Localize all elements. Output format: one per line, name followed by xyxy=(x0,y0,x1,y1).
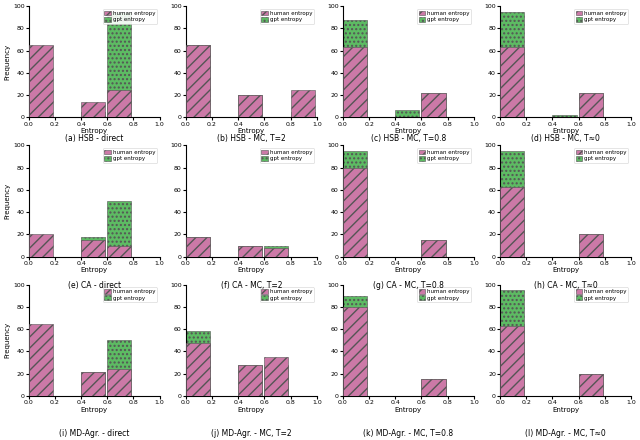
Bar xyxy=(108,246,131,257)
Bar xyxy=(186,237,210,257)
Text: (f) CA - MC, T=2: (f) CA - MC, T=2 xyxy=(221,281,282,290)
Bar xyxy=(422,240,445,257)
Bar xyxy=(264,248,289,257)
X-axis label: Entropy: Entropy xyxy=(81,128,108,134)
X-axis label: Entropy: Entropy xyxy=(81,267,108,273)
Bar xyxy=(264,365,289,396)
Bar xyxy=(108,369,131,396)
Bar xyxy=(238,95,262,117)
X-axis label: Entropy: Entropy xyxy=(237,128,265,134)
Bar xyxy=(579,235,603,257)
Legend: human entropy, gpt entropy: human entropy, gpt entropy xyxy=(417,148,471,163)
X-axis label: Entropy: Entropy xyxy=(81,407,108,413)
Legend: human entropy, gpt entropy: human entropy, gpt entropy xyxy=(417,9,471,24)
Bar xyxy=(81,240,105,257)
Legend: human entropy, gpt entropy: human entropy, gpt entropy xyxy=(417,287,471,302)
Bar xyxy=(422,379,445,396)
Y-axis label: Frequency: Frequency xyxy=(4,183,10,219)
Bar xyxy=(186,331,210,396)
Bar xyxy=(422,93,445,117)
Bar xyxy=(29,235,53,257)
Bar xyxy=(500,326,524,396)
Text: (j) MD-Agr. - MC, T=2: (j) MD-Agr. - MC, T=2 xyxy=(211,429,292,438)
Bar xyxy=(579,93,603,117)
Bar xyxy=(238,246,262,257)
Legend: human entropy, gpt entropy: human entropy, gpt entropy xyxy=(102,9,157,24)
Bar xyxy=(396,110,419,117)
Legend: human entropy, gpt entropy: human entropy, gpt entropy xyxy=(102,148,157,163)
Bar xyxy=(186,343,210,396)
X-axis label: Entropy: Entropy xyxy=(237,407,265,413)
Bar xyxy=(291,112,315,117)
Bar xyxy=(186,237,210,257)
Bar xyxy=(579,374,603,396)
Bar xyxy=(186,45,210,117)
Bar xyxy=(291,90,315,117)
Bar xyxy=(343,168,367,257)
X-axis label: Entropy: Entropy xyxy=(552,128,579,134)
Bar xyxy=(81,102,105,117)
Bar xyxy=(343,151,367,257)
Bar xyxy=(238,365,262,396)
Bar xyxy=(81,237,105,257)
Bar xyxy=(422,379,445,396)
Bar xyxy=(238,95,262,117)
Legend: human entropy, gpt entropy: human entropy, gpt entropy xyxy=(574,287,628,302)
Legend: human entropy, gpt entropy: human entropy, gpt entropy xyxy=(260,287,314,302)
X-axis label: Entropy: Entropy xyxy=(395,407,422,413)
Bar xyxy=(108,12,131,117)
Text: (h) CA - MC, T≈0: (h) CA - MC, T≈0 xyxy=(534,281,597,290)
Bar xyxy=(422,93,445,117)
Bar xyxy=(500,151,524,257)
Y-axis label: Frequency: Frequency xyxy=(4,322,10,359)
Text: (c) HSB - MC, T=0.8: (c) HSB - MC, T=0.8 xyxy=(371,134,446,143)
Bar xyxy=(81,112,105,117)
Text: (e) CA - direct: (e) CA - direct xyxy=(68,281,121,290)
Bar xyxy=(579,374,603,396)
Legend: human entropy, gpt entropy: human entropy, gpt entropy xyxy=(102,287,157,302)
Text: (a) HSB - direct: (a) HSB - direct xyxy=(65,134,124,143)
Text: (d) HSB - MC, T≈0: (d) HSB - MC, T≈0 xyxy=(531,134,600,143)
Legend: human entropy, gpt entropy: human entropy, gpt entropy xyxy=(260,9,314,24)
Text: (b) HSB - MC, T=2: (b) HSB - MC, T=2 xyxy=(217,134,285,143)
Bar xyxy=(186,45,210,117)
Bar xyxy=(29,45,53,117)
Text: (g) CA - MC, T=0.8: (g) CA - MC, T=0.8 xyxy=(373,281,444,290)
Text: (i) MD-Agr. - direct: (i) MD-Agr. - direct xyxy=(59,429,129,438)
Bar xyxy=(264,246,289,257)
Bar xyxy=(500,187,524,257)
Bar xyxy=(500,290,524,396)
Bar xyxy=(29,324,53,396)
Bar xyxy=(264,357,289,396)
Y-axis label: Frequency: Frequency xyxy=(4,44,10,80)
Bar xyxy=(500,12,524,117)
Bar xyxy=(343,19,367,117)
Bar xyxy=(81,371,105,396)
Text: (l) MD-Agr. - MC, T≈0: (l) MD-Agr. - MC, T≈0 xyxy=(525,429,606,438)
Bar xyxy=(238,365,262,396)
X-axis label: Entropy: Entropy xyxy=(552,267,579,273)
Legend: human entropy, gpt entropy: human entropy, gpt entropy xyxy=(574,9,628,24)
Bar xyxy=(108,201,131,257)
Bar xyxy=(343,307,367,396)
Text: (k) MD-Agr. - MC, T=0.8: (k) MD-Agr. - MC, T=0.8 xyxy=(364,429,454,438)
Bar xyxy=(81,371,105,396)
X-axis label: Entropy: Entropy xyxy=(552,407,579,413)
Bar xyxy=(108,90,131,117)
X-axis label: Entropy: Entropy xyxy=(395,267,422,273)
Bar xyxy=(343,296,367,396)
X-axis label: Entropy: Entropy xyxy=(395,128,422,134)
Bar xyxy=(552,115,577,117)
Legend: human entropy, gpt entropy: human entropy, gpt entropy xyxy=(574,148,628,163)
Bar xyxy=(108,341,131,396)
Bar xyxy=(579,93,603,117)
Bar xyxy=(579,235,603,257)
X-axis label: Entropy: Entropy xyxy=(237,267,265,273)
Bar xyxy=(238,246,262,257)
Bar xyxy=(500,48,524,117)
Bar xyxy=(343,48,367,117)
Legend: human entropy, gpt entropy: human entropy, gpt entropy xyxy=(260,148,314,163)
Bar xyxy=(422,240,445,257)
